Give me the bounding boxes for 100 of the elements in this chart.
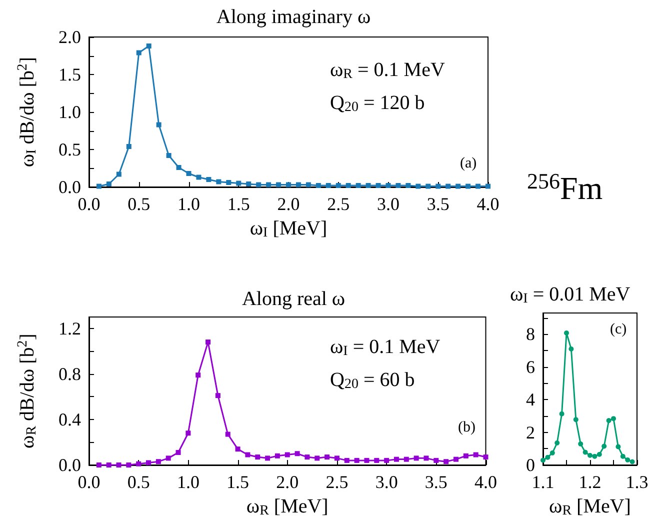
- point: [559, 411, 564, 416]
- point: [96, 184, 102, 189]
- point: [386, 183, 391, 188]
- point: [265, 456, 270, 461]
- point: [136, 461, 142, 466]
- point: [466, 184, 471, 189]
- y-axis-title: ωI dB/dω [b2]: [16, 56, 40, 168]
- point: [550, 450, 555, 456]
- point: [376, 183, 381, 188]
- annotation: (b): [458, 420, 476, 436]
- point: [166, 456, 171, 461]
- point: [294, 451, 300, 456]
- point: [384, 458, 390, 463]
- point: [316, 183, 321, 188]
- point: [246, 182, 252, 186]
- point: [424, 456, 429, 461]
- x-tick-label: 2.0: [277, 194, 300, 214]
- x-tick-label: 0.5: [127, 472, 150, 492]
- y-axis-title: ωR dB/dω [b2]: [16, 334, 40, 448]
- point: [314, 456, 320, 461]
- point: [106, 462, 112, 468]
- x-tick-label: 4.0: [476, 194, 500, 214]
- point: [266, 182, 272, 188]
- point: [146, 44, 152, 48]
- point: [394, 456, 399, 462]
- point: [473, 452, 478, 458]
- point: [606, 418, 612, 424]
- point: [216, 179, 222, 184]
- y-tick-label: 2.0: [58, 27, 81, 47]
- chart-title: Along real ω: [242, 288, 346, 310]
- point: [444, 459, 449, 464]
- point: [306, 182, 311, 188]
- point: [406, 183, 411, 188]
- x-tick-label: 1.5: [227, 194, 250, 214]
- point: [225, 432, 230, 437]
- x-tick-label: 3.0: [375, 472, 398, 492]
- point: [324, 454, 330, 460]
- point: [540, 458, 546, 463]
- y-tick-label: 1.0: [58, 102, 81, 122]
- point: [453, 456, 458, 462]
- point: [326, 183, 331, 188]
- y-tick-label: 0.5: [58, 140, 81, 160]
- point: [588, 452, 592, 458]
- x-tick-label: 0.5: [128, 194, 150, 214]
- point: [255, 454, 260, 460]
- point: [176, 450, 181, 455]
- point: [245, 452, 250, 458]
- point: [284, 452, 290, 458]
- point: [582, 450, 588, 455]
- x-tick-label: 0.0: [78, 472, 100, 492]
- point: [625, 457, 630, 462]
- x-tick-label: 2.0: [276, 472, 299, 492]
- point: [146, 460, 152, 466]
- x-tick-label: 1.0: [178, 194, 200, 214]
- x-tick-label: 1.2: [578, 472, 602, 492]
- point: [186, 171, 192, 176]
- point: [336, 183, 341, 188]
- point: [434, 458, 439, 463]
- point: [564, 330, 569, 336]
- point: [374, 458, 380, 463]
- point: [206, 340, 211, 345]
- point: [256, 182, 262, 188]
- y-tick-label: 0.0: [58, 455, 81, 475]
- point: [186, 430, 191, 436]
- point: [620, 454, 626, 459]
- point: [296, 182, 301, 188]
- point: [156, 122, 162, 128]
- point: [236, 180, 242, 186]
- point: [126, 462, 132, 468]
- point: [344, 458, 350, 463]
- point: [364, 458, 370, 463]
- point: [176, 165, 182, 170]
- point: [545, 454, 550, 460]
- point: [446, 184, 451, 189]
- point: [573, 417, 578, 422]
- point: [483, 454, 488, 460]
- point: [578, 441, 584, 446]
- x-tick-label: 1.5: [226, 472, 250, 492]
- point: [611, 416, 616, 422]
- point: [334, 456, 340, 461]
- annotation: (a): [460, 156, 477, 172]
- y-tick-label: 0.4: [58, 409, 81, 430]
- point: [456, 184, 461, 189]
- annotation: (c): [610, 322, 627, 338]
- y-tick-label: 4: [526, 390, 535, 410]
- y-tick-label: 0.8: [58, 364, 81, 384]
- point: [414, 456, 419, 461]
- point: [596, 452, 602, 457]
- point: [554, 440, 560, 446]
- point: [396, 183, 401, 188]
- point: [616, 444, 621, 450]
- y-tick-label: 2: [526, 422, 535, 442]
- point: [366, 183, 371, 188]
- point: [274, 453, 280, 458]
- x-tick-label: 1.1: [532, 472, 554, 492]
- chart-title: Along imaginary ω: [216, 6, 371, 28]
- x-tick-label: 2.5: [326, 472, 348, 492]
- x-tick-label: 3.0: [377, 194, 400, 214]
- point: [476, 184, 481, 189]
- point: [602, 444, 607, 449]
